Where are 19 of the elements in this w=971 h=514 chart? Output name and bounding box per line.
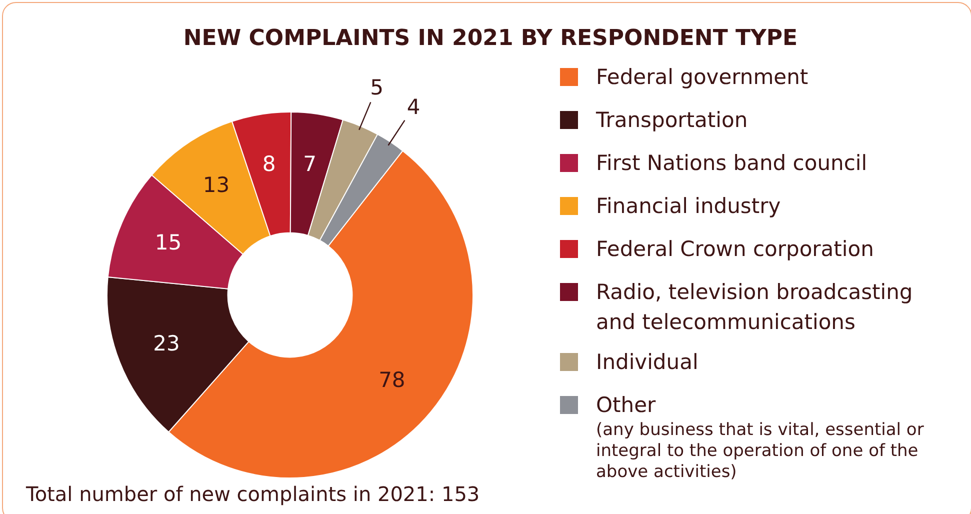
legend-label: First Nations band council [596,150,868,177]
data-label: 15 [154,230,182,255]
data-label: 4 [406,94,420,119]
data-label: 5 [370,75,384,100]
legend-label: Radio, television broadcasting and telecommunications [596,279,914,336]
legend-label: Financial industry [596,193,782,220]
data-label: 8 [262,152,276,176]
text: (any business that is vital, essential or integral to the operation of one of the above activities) [596,420,925,483]
legend-label: Transportation [596,107,749,134]
legend-label: Federal government [596,64,810,91]
legend-label: Individual [596,349,700,376]
chart-title: NEW COMPLAINTS IN 2021 BY RESPONDENT TYPE [182,26,799,51]
data-label: 23 [153,331,180,356]
data-label: 7 [303,152,316,176]
data-label: 13 [202,172,230,197]
legend-label: Other [596,392,657,419]
text: Total number of new complaints in 2021: 153 [26,482,480,506]
data-label: 78 [378,368,406,392]
legend-label: Federal Crown corporation [596,236,875,263]
